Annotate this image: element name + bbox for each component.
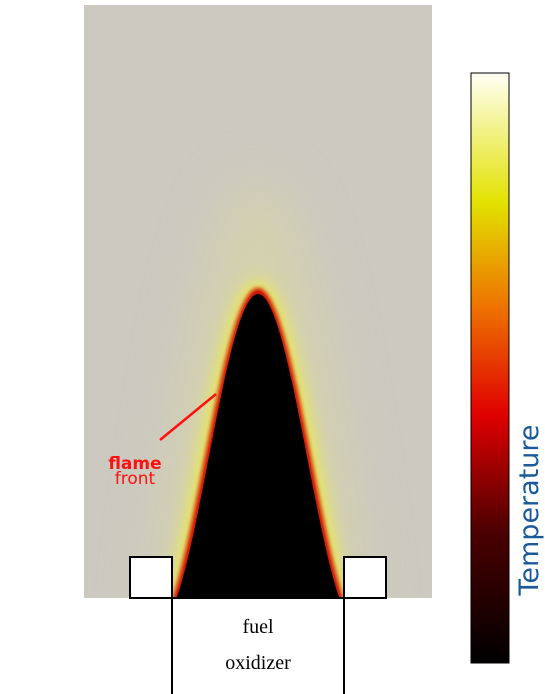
oxidizer-label: oxidizer xyxy=(225,652,291,674)
right-inlet-wall xyxy=(344,557,386,598)
fuel-label: fuel xyxy=(242,616,274,638)
inlet-box xyxy=(172,598,344,694)
colorbar-label: Temperature xyxy=(514,424,545,596)
front-label: front xyxy=(115,469,156,489)
simulation-domain xyxy=(84,5,432,620)
figure: fuel oxidizer flame front Temperature xyxy=(0,0,545,694)
colorbar xyxy=(471,73,509,663)
left-inlet-wall xyxy=(130,557,172,598)
